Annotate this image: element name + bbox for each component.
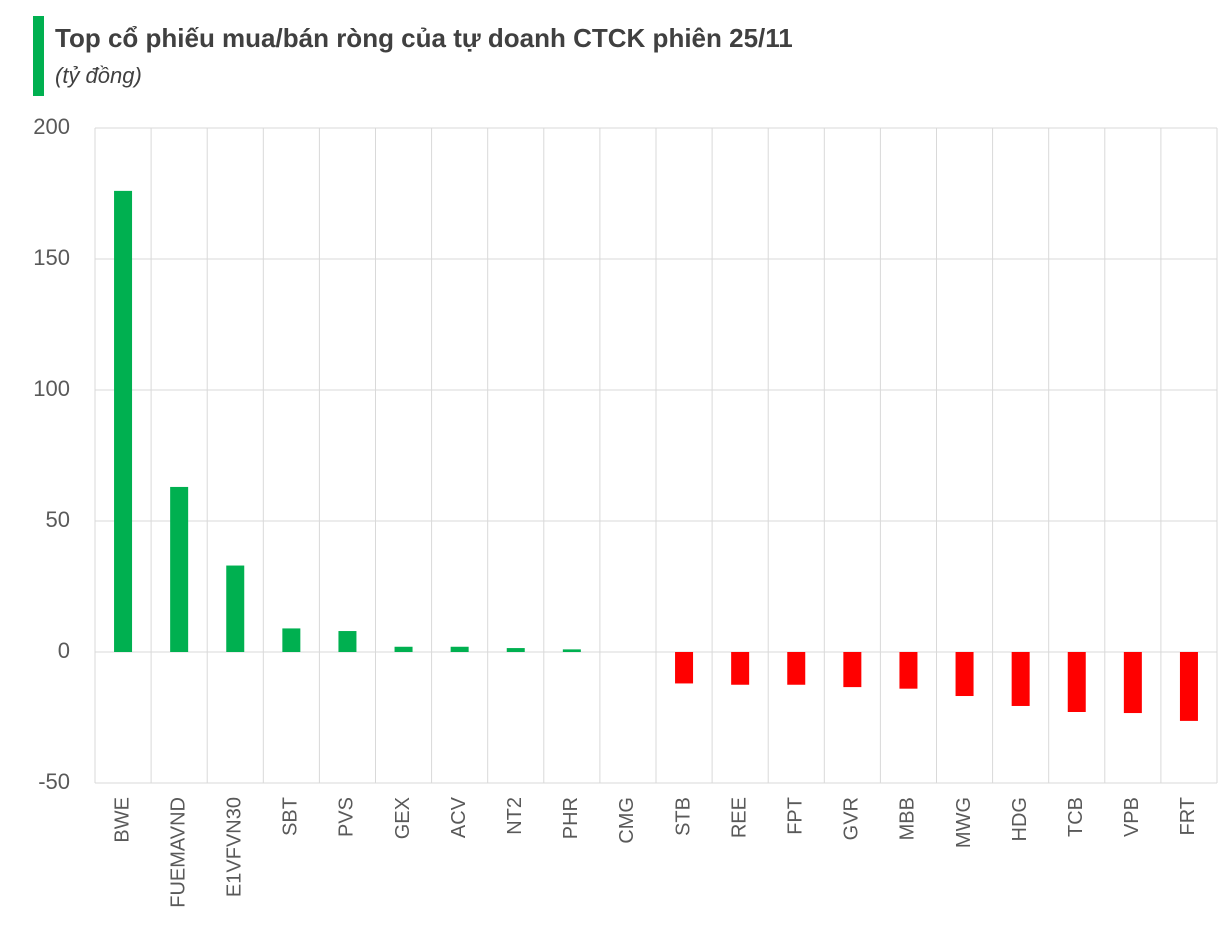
bar	[282, 628, 301, 652]
bar	[114, 190, 133, 652]
y-tick-label: 0	[58, 638, 70, 663]
x-tick-label: E1VFVN30	[224, 797, 246, 897]
bar	[675, 652, 694, 684]
x-tick-label: PVS	[336, 797, 358, 837]
bar	[450, 646, 469, 652]
x-tick-label: PHR	[560, 797, 582, 839]
x-tick-label: SBT	[280, 797, 302, 836]
x-tick-label: CMG	[616, 797, 638, 844]
bar	[843, 652, 862, 688]
chart-subtitle: (tỷ đồng)	[55, 63, 142, 88]
x-tick-label: HDG	[1009, 797, 1031, 841]
y-tick-label: 100	[33, 376, 70, 401]
x-tick-label: MWG	[953, 797, 975, 848]
y-tick-label: -50	[38, 769, 70, 794]
bar	[1123, 652, 1142, 714]
y-tick-label: 150	[33, 245, 70, 270]
x-tick-label: TCB	[1065, 797, 1087, 837]
bar	[226, 565, 245, 652]
chart-title: Top cổ phiếu mua/bán ròng của tự doanh C…	[55, 23, 793, 53]
x-tick-label: GVR	[841, 797, 863, 840]
bar	[787, 652, 806, 685]
x-tick-label: BWE	[111, 797, 133, 843]
x-tick-label: REE	[728, 797, 750, 838]
x-tick-label: GEX	[392, 797, 414, 839]
bar	[955, 652, 974, 697]
bar	[338, 631, 357, 652]
bar	[1011, 652, 1030, 706]
x-tick-label: STB	[672, 797, 694, 836]
x-tick-label: FPT	[785, 797, 807, 835]
x-tick-label: ACV	[448, 796, 470, 838]
bar	[1067, 652, 1086, 712]
bar	[394, 646, 413, 652]
x-tick-label: NT2	[504, 797, 526, 835]
x-tick-label: VPB	[1121, 797, 1143, 837]
title-accent	[33, 16, 44, 96]
bar	[899, 652, 918, 689]
bar	[170, 486, 189, 652]
bar	[562, 649, 581, 652]
x-tick-label: FUEMAVND	[167, 797, 189, 908]
bar	[506, 648, 525, 652]
x-tick-label: FRT	[1177, 797, 1199, 836]
x-tick-label: MBB	[897, 797, 919, 840]
bar	[731, 652, 750, 685]
y-tick-label: 200	[33, 114, 70, 139]
bar	[1179, 652, 1198, 721]
y-tick-label: 50	[46, 507, 70, 532]
